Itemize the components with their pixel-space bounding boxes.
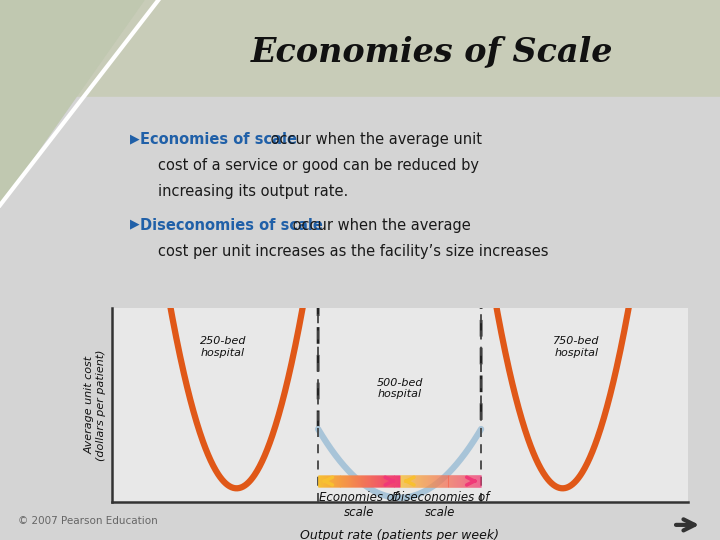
Text: Economies of scale: Economies of scale [140,132,297,147]
Text: © 2007 Pearson Education: © 2007 Pearson Education [18,516,158,526]
Text: 750-bed
hospital: 750-bed hospital [553,336,600,358]
Bar [0,97,720,540]
Text: occur when the average unit: occur when the average unit [266,132,482,147]
Text: cost per unit increases as the facility’s size increases: cost per unit increases as the facility’… [158,244,549,259]
Text: occur when the average: occur when the average [288,218,471,233]
Text: Diseconomies of
scale: Diseconomies of scale [392,491,489,519]
Text: Economies of
scale: Economies of scale [319,491,398,519]
Text: 500-bed
hospital: 500-bed hospital [377,378,423,400]
Polygon shape [0,0,144,205]
Text: cost of a service or good can be reduced by: cost of a service or good can be reduced… [158,158,480,173]
Bar [0,0,720,97]
Text: Economies of Scale: Economies of Scale [251,35,613,68]
Text: Diseconomies of scale: Diseconomies of scale [140,218,323,233]
Text: ▶: ▶ [130,132,139,145]
Text: increasing its output rate.: increasing its output rate. [158,184,348,199]
Y-axis label: Average unit cost
(dollars per patient): Average unit cost (dollars per patient) [84,349,106,461]
Text: ▶: ▶ [130,218,139,231]
Text: 250-bed
hospital: 250-bed hospital [199,336,246,358]
Text: Output rate (patients per week): Output rate (patients per week) [300,529,499,540]
